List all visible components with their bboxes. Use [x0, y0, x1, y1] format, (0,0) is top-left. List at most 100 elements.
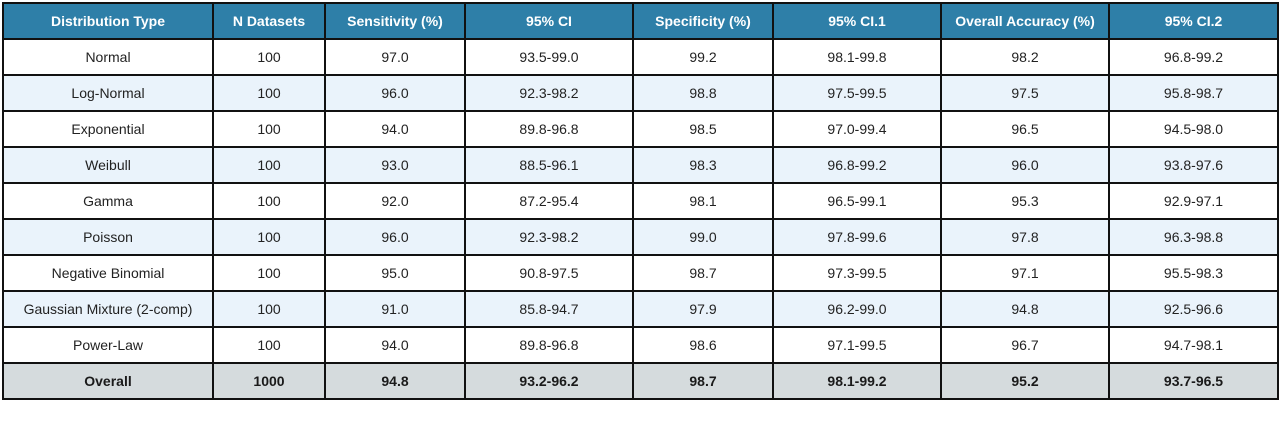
- table-cell: 98.2: [940, 38, 1110, 76]
- table-cell: 97.9: [632, 290, 774, 328]
- table-cell: 97.1: [940, 254, 1110, 292]
- table-cell: 97.1-99.5: [772, 326, 942, 364]
- table-cell: 96.0: [940, 146, 1110, 184]
- overall-cell: 1000: [212, 362, 326, 400]
- table-cell: 94.7-98.1: [1108, 326, 1279, 364]
- table-cell: 97.3-99.5: [772, 254, 942, 292]
- results-table-container: Distribution Type N Datasets Sensitivity (…: [2, 2, 1279, 400]
- table-cell: 91.0: [324, 290, 466, 328]
- table-cell: 97.0: [324, 38, 466, 76]
- table-cell: 95.0: [324, 254, 466, 292]
- table-cell: 97.0-99.4: [772, 110, 942, 148]
- table-cell: 89.8-96.8: [464, 326, 634, 364]
- table-row: Weibull 100 93.0 88.5-96.1 98.3 96.8-99.2 96.0…: [2, 146, 1279, 184]
- table-cell: 95.8-98.7: [1108, 74, 1279, 112]
- table-cell: 92.0: [324, 182, 466, 220]
- table-cell: 93.5-99.0: [464, 38, 634, 76]
- table-body: Normal 100 97.0 93.5-99.0 99.2 98.1-99.8 98.2 9…: [2, 38, 1279, 400]
- header-row: Distribution Type N Datasets Sensitivity (…: [2, 2, 1279, 40]
- table-cell: 93.8-97.6: [1108, 146, 1279, 184]
- column-header: N Datasets: [212, 2, 326, 40]
- table-cell: 87.2-95.4: [464, 182, 634, 220]
- overall-cell: 95.2: [940, 362, 1110, 400]
- distribution-name-cell: Negative Binomial: [2, 254, 214, 292]
- distribution-name-cell: Poisson: [2, 218, 214, 256]
- table-cell: 97.8: [940, 218, 1110, 256]
- column-header: 95% CI: [464, 2, 634, 40]
- column-header: Overall Accuracy (%): [940, 2, 1110, 40]
- distribution-name-cell: Weibull: [2, 146, 214, 184]
- table-cell: 100: [212, 254, 326, 292]
- table-cell: 96.7: [940, 326, 1110, 364]
- table-cell: 94.0: [324, 110, 466, 148]
- distribution-name-cell: Log-Normal: [2, 74, 214, 112]
- table-cell: 100: [212, 218, 326, 256]
- table-cell: 92.3-98.2: [464, 218, 634, 256]
- table-cell: 96.8-99.2: [1108, 38, 1279, 76]
- table-cell: 90.8-97.5: [464, 254, 634, 292]
- overall-cell: 98.1-99.2: [772, 362, 942, 400]
- table-cell: 98.5: [632, 110, 774, 148]
- overall-row: Overall 1000 94.8 93.2-96.2 98.7 98.1-99.2 95.…: [2, 362, 1279, 400]
- table-cell: 97.5-99.5: [772, 74, 942, 112]
- table-cell: 99.0: [632, 218, 774, 256]
- table-row: Power-Law 100 94.0 89.8-96.8 98.6 97.1-99.5 96…: [2, 326, 1279, 364]
- table-cell: 98.3: [632, 146, 774, 184]
- column-header: 95% CI.1: [772, 2, 942, 40]
- table-cell: 98.6: [632, 326, 774, 364]
- distribution-name-cell: Normal: [2, 38, 214, 76]
- table-cell: 85.8-94.7: [464, 290, 634, 328]
- table-cell: 100: [212, 326, 326, 364]
- table-cell: 100: [212, 182, 326, 220]
- distribution-name-cell: Gamma: [2, 182, 214, 220]
- table-cell: 93.0: [324, 146, 466, 184]
- table-row: Exponential 100 94.0 89.8-96.8 98.5 97.0-99.4…: [2, 110, 1279, 148]
- column-header: 95% CI.2: [1108, 2, 1279, 40]
- table-row: Gaussian Mixture (2-comp) 100 91.0 85.8-94.…: [2, 290, 1279, 328]
- table-cell: 96.5-99.1: [772, 182, 942, 220]
- table-cell: 88.5-96.1: [464, 146, 634, 184]
- table-cell: 100: [212, 110, 326, 148]
- table-cell: 94.5-98.0: [1108, 110, 1279, 148]
- overall-cell: 93.7-96.5: [1108, 362, 1279, 400]
- table-cell: 98.7: [632, 254, 774, 292]
- table-cell: 92.3-98.2: [464, 74, 634, 112]
- table-cell: 97.8-99.6: [772, 218, 942, 256]
- distribution-name-cell: Power-Law: [2, 326, 214, 364]
- table-row: Normal 100 97.0 93.5-99.0 99.2 98.1-99.8 98.2 9…: [2, 38, 1279, 76]
- column-header: Distribution Type: [2, 2, 214, 40]
- table-cell: 96.0: [324, 74, 466, 112]
- table-cell: 94.8: [940, 290, 1110, 328]
- overall-cell: 98.7: [632, 362, 774, 400]
- table-cell: 95.5-98.3: [1108, 254, 1279, 292]
- table-cell: 100: [212, 74, 326, 112]
- table-row: Poisson 100 96.0 92.3-98.2 99.0 97.8-99.6 97.8…: [2, 218, 1279, 256]
- distribution-name-cell: Exponential: [2, 110, 214, 148]
- table-cell: 100: [212, 146, 326, 184]
- table-cell: 92.9-97.1: [1108, 182, 1279, 220]
- table-cell: 89.8-96.8: [464, 110, 634, 148]
- table-row: Log-Normal 100 96.0 92.3-98.2 98.8 97.5-99.5 9…: [2, 74, 1279, 112]
- table-cell: 97.5: [940, 74, 1110, 112]
- table-cell: 98.1: [632, 182, 774, 220]
- overall-cell: 94.8: [324, 362, 466, 400]
- table-row: Gamma 100 92.0 87.2-95.4 98.1 96.5-99.1 95.3 92…: [2, 182, 1279, 220]
- overall-label-cell: Overall: [2, 362, 214, 400]
- table-cell: 99.2: [632, 38, 774, 76]
- table-cell: 100: [212, 38, 326, 76]
- column-header: Sensitivity (%): [324, 2, 466, 40]
- table-cell: 96.5: [940, 110, 1110, 148]
- table-cell: 98.8: [632, 74, 774, 112]
- table-cell: 94.0: [324, 326, 466, 364]
- table-cell: 98.1-99.8: [772, 38, 942, 76]
- table-cell: 96.0: [324, 218, 466, 256]
- table-header: Distribution Type N Datasets Sensitivity (…: [2, 2, 1279, 40]
- table-cell: 100: [212, 290, 326, 328]
- table-cell: 96.2-99.0: [772, 290, 942, 328]
- table-cell: 96.3-98.8: [1108, 218, 1279, 256]
- table-cell: 95.3: [940, 182, 1110, 220]
- table-cell: 96.8-99.2: [772, 146, 942, 184]
- column-header: Specificity (%): [632, 2, 774, 40]
- results-table: Distribution Type N Datasets Sensitivity (…: [2, 2, 1279, 400]
- table-cell: 92.5-96.6: [1108, 290, 1279, 328]
